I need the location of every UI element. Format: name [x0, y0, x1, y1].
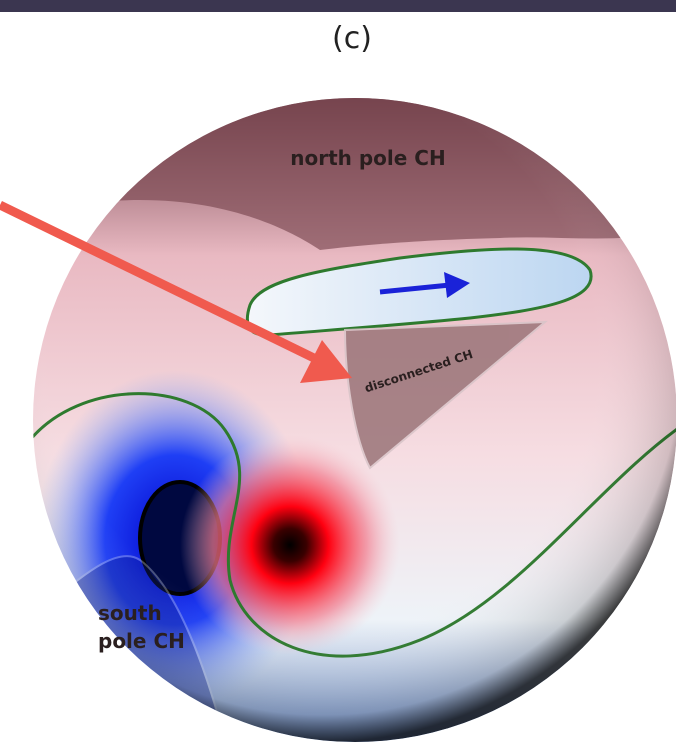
south-label-line2: pole CH — [98, 629, 185, 653]
south-label-line1: south — [98, 601, 162, 625]
panel-label: (c) — [332, 21, 372, 56]
north-label: north pole CH — [290, 146, 445, 170]
top-bar — [0, 0, 676, 12]
figure: (c) north pole CH disconnected CH south … — [0, 0, 676, 752]
page: (c) north pole CH disconnected CH south … — [0, 0, 676, 752]
